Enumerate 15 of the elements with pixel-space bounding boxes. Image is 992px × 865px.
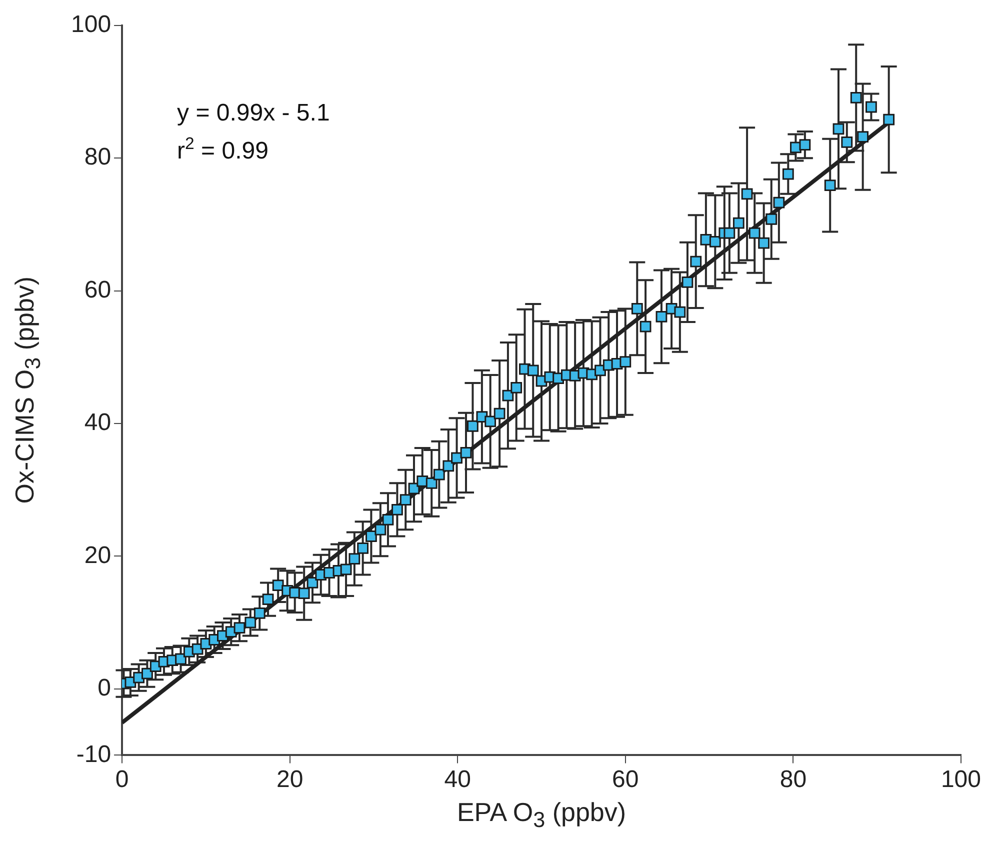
x-tick-label: 100 [940,766,981,794]
y-tick-label: -10 [76,740,112,768]
x-tick-label: 40 [444,766,471,794]
y-tick-label: 0 [98,674,112,702]
x-tick-label: 0 [115,766,129,794]
y-tick-label: 100 [70,11,112,38]
x-tick-label: 80 [780,766,807,794]
y-tick-label: 60 [84,276,112,304]
y-tick-label: 80 [84,144,112,171]
x-axis-title: EPA O$_{3}$ (ppbv) [456,797,628,834]
x-tick-label: 60 [612,766,639,794]
y-tick-label: 40 [84,409,112,436]
y-tick-label: 20 [84,542,112,569]
annotation: y = 0.99x - 5.1 [177,99,330,126]
x-tick-label: 20 [276,766,304,794]
